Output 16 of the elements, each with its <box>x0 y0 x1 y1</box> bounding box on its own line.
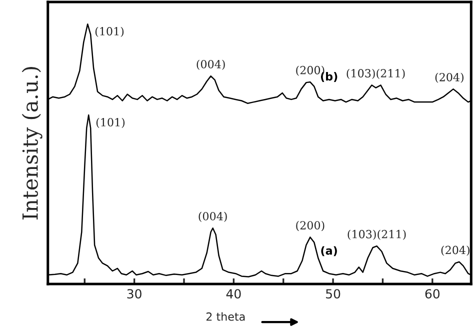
annotation: (103)(211) <box>348 230 406 240</box>
y-axis-title: Intensity (a.u.) <box>22 67 42 220</box>
annotation: (004) <box>198 212 227 222</box>
x-tick-label: 40 <box>226 289 241 299</box>
x-tick-label: 60 <box>425 289 440 299</box>
annotation: (101) <box>96 118 125 128</box>
x-axis-title: 2 theta <box>206 312 245 321</box>
x-tick-label: 50 <box>326 289 340 299</box>
annotation: (200) <box>296 220 324 232</box>
annotation: (103)(211) <box>346 68 405 80</box>
x-tick-label: 30 <box>127 289 142 299</box>
annotation: (204) <box>435 72 464 83</box>
annotation: (101) <box>95 26 124 38</box>
series-label: (a) <box>321 246 337 256</box>
annotation: (004) <box>196 60 225 70</box>
annotation: (204) <box>441 246 470 256</box>
